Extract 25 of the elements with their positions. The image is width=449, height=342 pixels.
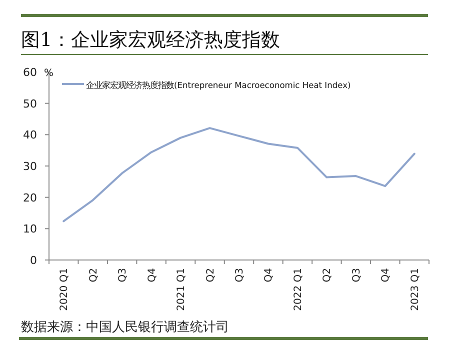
- line-series: [62, 127, 416, 222]
- y-axis-title: %: [44, 68, 54, 79]
- x-tick-label: Q4: [380, 268, 392, 282]
- x-tick-label: Q3: [234, 268, 246, 282]
- x-tick-label: Q3: [351, 268, 362, 282]
- x-tick-label: Q4: [146, 268, 158, 282]
- y-tick-label: 40: [23, 128, 37, 142]
- y-tick-label: 0: [30, 254, 37, 267]
- x-tick-label: Q2: [88, 268, 100, 282]
- legend-label: 企业家宏观经济热度指数(Entrepreneur Macroeconomic Heat Index): [86, 80, 351, 90]
- x-tick-label: Q2: [205, 268, 216, 282]
- x-tick-label: 2023 Q1: [410, 268, 421, 311]
- y-tick-label: 20: [23, 191, 37, 204]
- x-tick-label: 2021 Q1: [176, 268, 188, 311]
- x-tick-label: Q2: [322, 268, 334, 282]
- y-tick-label: 60: [23, 66, 37, 79]
- x-tick-label: 2020 Q1: [59, 268, 70, 311]
- y-tick-label: 10: [23, 222, 37, 236]
- y-tick-label: 30: [23, 160, 37, 173]
- chart-title: 图1：企业家宏观经济热度指数: [21, 29, 280, 51]
- x-tick-label: Q4: [264, 268, 275, 282]
- x-tick-label: 2022 Q1: [292, 268, 304, 311]
- x-tick-label: Q3: [118, 268, 129, 282]
- y-tick-label: 50: [23, 97, 37, 110]
- source-note: 数据来源：中国人民银行调查统计司: [21, 320, 229, 335]
